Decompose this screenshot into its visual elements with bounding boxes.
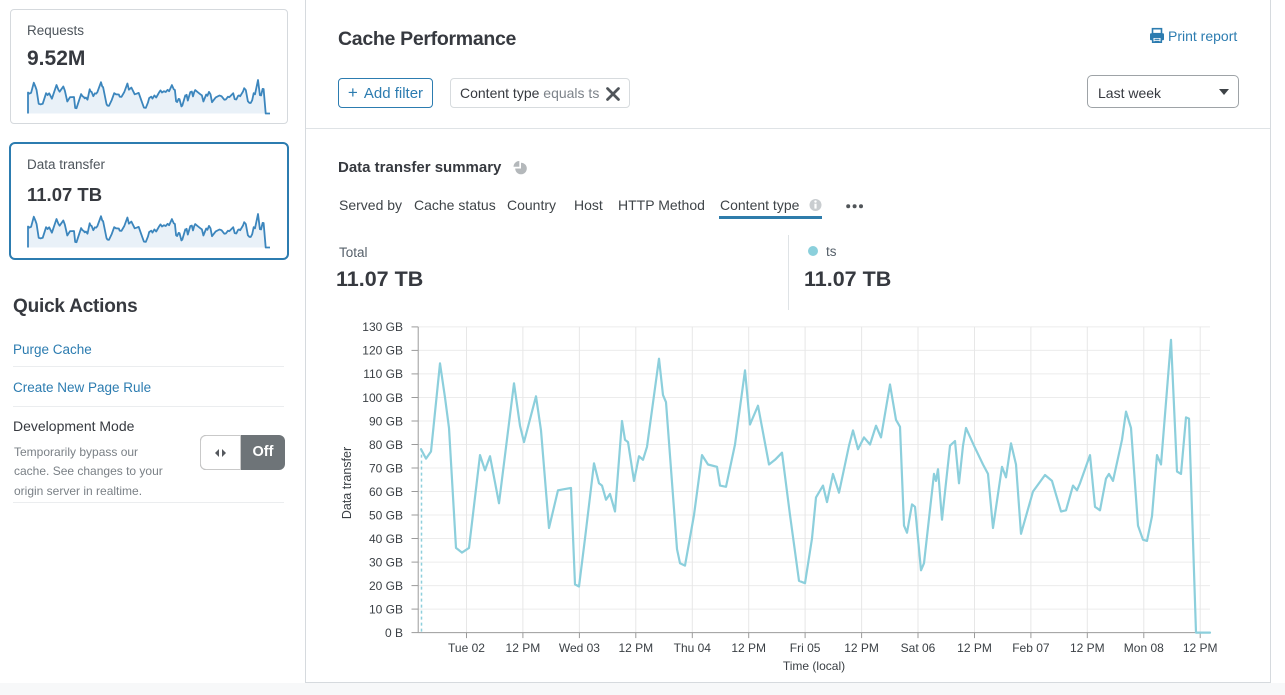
svg-text:Feb 07: Feb 07	[1012, 641, 1050, 655]
svg-text:Thu 04: Thu 04	[674, 641, 712, 655]
svg-text:Mon 08: Mon 08	[1124, 641, 1164, 655]
svg-text:130 GB: 130 GB	[362, 320, 403, 334]
svg-text:30 GB: 30 GB	[369, 555, 403, 569]
svg-text:40 GB: 40 GB	[369, 532, 403, 546]
svg-text:80 GB: 80 GB	[369, 438, 403, 452]
svg-text:12 PM: 12 PM	[618, 641, 653, 655]
svg-text:12 PM: 12 PM	[957, 641, 992, 655]
svg-text:60 GB: 60 GB	[369, 485, 403, 499]
svg-text:Wed 03: Wed 03	[559, 641, 600, 655]
svg-text:110 GB: 110 GB	[363, 367, 403, 381]
svg-text:Fri 05: Fri 05	[790, 641, 821, 655]
svg-text:120 GB: 120 GB	[362, 344, 403, 358]
svg-text:0 B: 0 B	[385, 626, 403, 640]
svg-text:Time (local): Time (local)	[783, 659, 845, 673]
svg-text:90 GB: 90 GB	[369, 414, 403, 428]
svg-text:12 PM: 12 PM	[1070, 641, 1105, 655]
svg-text:20 GB: 20 GB	[369, 579, 403, 593]
svg-text:50 GB: 50 GB	[369, 508, 403, 522]
svg-text:Tue 02: Tue 02	[448, 641, 485, 655]
svg-text:12 PM: 12 PM	[1183, 641, 1218, 655]
svg-text:70 GB: 70 GB	[369, 461, 403, 475]
svg-text:12 PM: 12 PM	[506, 641, 541, 655]
svg-text:10 GB: 10 GB	[369, 602, 403, 616]
svg-text:Data transfer: Data transfer	[340, 447, 354, 519]
svg-text:100 GB: 100 GB	[362, 391, 403, 405]
svg-text:12 PM: 12 PM	[731, 641, 766, 655]
svg-text:12 PM: 12 PM	[844, 641, 879, 655]
svg-text:Sat 06: Sat 06	[901, 641, 936, 655]
